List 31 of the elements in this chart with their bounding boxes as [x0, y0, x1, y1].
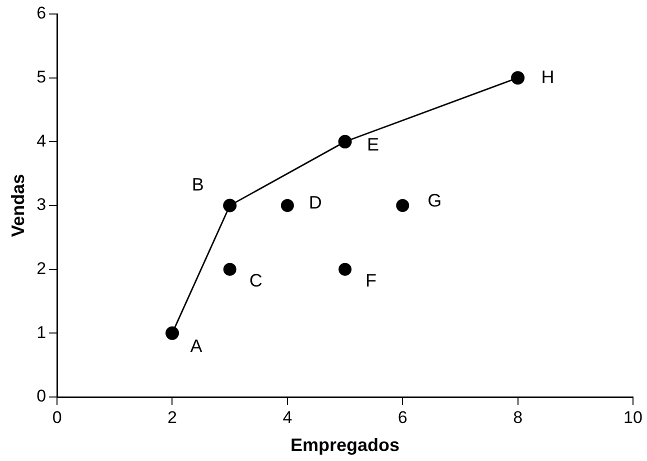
- point: [223, 198, 237, 212]
- x-tick-label: 6: [398, 408, 408, 427]
- point: [511, 71, 525, 85]
- x-tick-label: 2: [168, 408, 177, 427]
- x-tick-label: 10: [624, 408, 642, 427]
- annotation: C: [249, 270, 262, 290]
- point: [280, 199, 294, 212]
- x-tick-label: 4: [282, 408, 292, 427]
- y-tick-label: 2: [36, 259, 46, 278]
- point: [223, 262, 236, 276]
- y-tick-label: 1: [36, 322, 46, 342]
- point: [338, 134, 352, 148]
- y-tick-label: 3: [36, 195, 46, 214]
- annotation: G: [428, 190, 442, 210]
- point: [396, 199, 410, 212]
- point: [165, 326, 179, 340]
- annotation: H: [541, 66, 554, 87]
- annotation: B: [192, 174, 204, 194]
- x-tick-label: 0: [52, 408, 62, 427]
- annotation: F: [366, 270, 377, 290]
- y-tick-label: 0: [36, 386, 46, 406]
- x-axis-title: Empregados: [290, 435, 400, 456]
- x-tick-label: 8: [513, 408, 523, 427]
- y-tick-label: 5: [36, 68, 46, 87]
- point: [338, 262, 352, 276]
- y-tick-label: 4: [36, 131, 46, 150]
- annotation: D: [308, 192, 322, 212]
- y-tick-label: 6: [36, 4, 46, 23]
- y-axis-title: Vendas: [8, 174, 28, 238]
- annotation: A: [190, 336, 202, 356]
- annotation: E: [367, 134, 380, 155]
